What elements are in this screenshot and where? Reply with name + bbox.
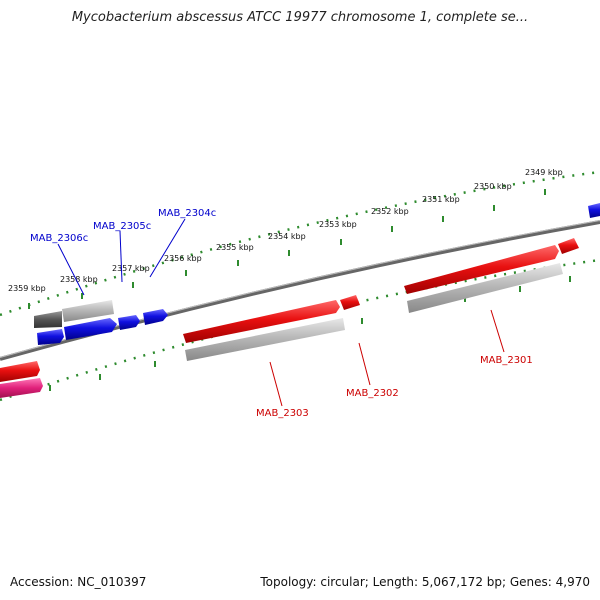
gene-label-mab-2301[interactable]: MAB_2301: [480, 355, 533, 366]
gene-label-mab-2304c[interactable]: MAB_2304c: [158, 208, 216, 219]
gene-arrow-red-3[interactable]: [404, 245, 559, 294]
reverse-gene-arrows[interactable]: [0, 238, 579, 398]
scale-label-2349: 2349 kbp: [525, 168, 563, 177]
scale-label-2357: 2357 kbp: [112, 264, 150, 273]
upper-major-ticks: [28, 189, 546, 309]
scale-label-2359: 2359 kbp: [8, 284, 46, 293]
gene-arrow-gray-1[interactable]: [185, 318, 345, 361]
gene-arrow-blue-edge[interactable]: [588, 203, 600, 218]
gene-label-mab-2306c[interactable]: MAB_2306c: [30, 233, 88, 244]
gene-arrow-red-4[interactable]: [558, 238, 579, 254]
gene-arrow-red-edge[interactable]: [0, 361, 40, 382]
gene-label-mab-2302[interactable]: MAB_2302: [346, 388, 399, 399]
upper-scale-ruler: [0, 170, 600, 317]
scale-label-2354: 2354 kbp: [268, 232, 306, 241]
reverse-leader-lines: [269, 309, 505, 407]
gene-label-mab-2305c[interactable]: MAB_2305c: [93, 221, 151, 232]
accession-text: Accession: NC_010397: [10, 575, 147, 589]
forward-gene-arrows[interactable]: [34, 203, 600, 345]
scale-label-2358: 2358 kbp: [60, 275, 98, 284]
gene-arrow-blue-3[interactable]: [118, 315, 140, 330]
gene-label-mab-2303[interactable]: MAB_2303: [256, 408, 309, 419]
gene-arrow-blue-4[interactable]: [143, 309, 168, 325]
map-title: Mycobacterium abscessus ATCC 19977 chrom…: [71, 10, 529, 25]
forward-leader-lines: [57, 218, 186, 296]
scale-label-2353: 2353 kbp: [319, 220, 357, 229]
scale-label-2350: 2350 kbp: [474, 182, 512, 191]
scale-label-2351: 2351 kbp: [422, 195, 460, 204]
genome-info-text: Topology: circular; Length: 5,067,172 bp…: [260, 575, 590, 589]
gene-arrow-red-2[interactable]: [340, 295, 360, 310]
gene-arrow-light[interactable]: [62, 300, 114, 322]
gene-arrow-blue-1[interactable]: [37, 329, 64, 345]
gene-arrow-gray-2[interactable]: [407, 263, 563, 313]
scale-label-2356: 2356 kbp: [164, 254, 202, 263]
scale-label-2352: 2352 kbp: [371, 207, 409, 216]
scale-label-2355: 2355 kbp: [216, 243, 254, 252]
gene-arrow-blue-2[interactable]: [64, 318, 117, 340]
gene-arrow-dark[interactable]: [34, 311, 62, 328]
gene-arrow-red-1[interactable]: [183, 300, 340, 343]
gene-arrow-pink-edge[interactable]: [0, 378, 43, 398]
